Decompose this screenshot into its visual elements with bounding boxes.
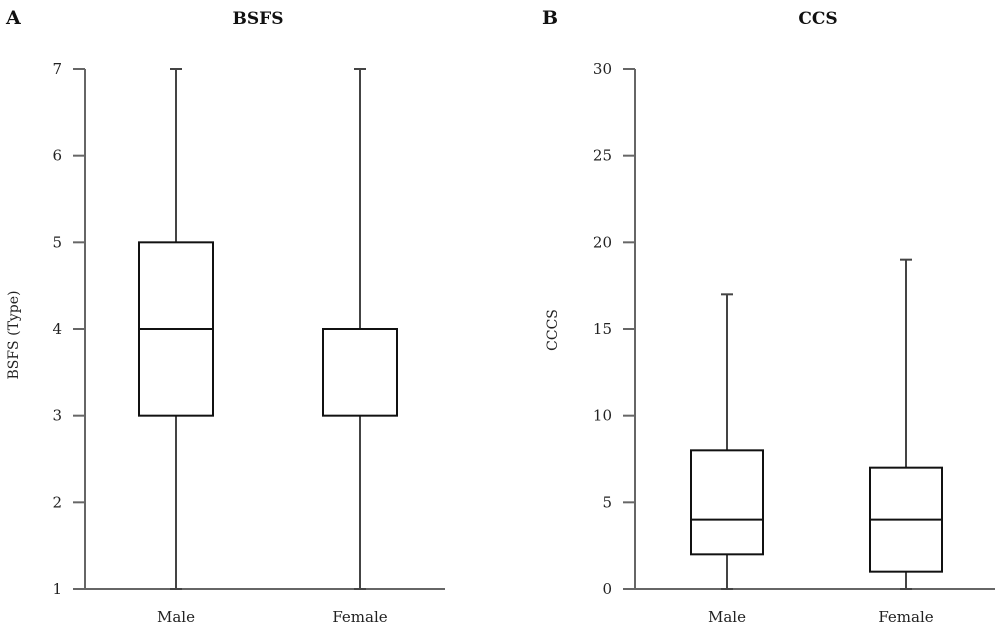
y-tick-label: 6 (52, 147, 62, 165)
plot-area-a: 1 2 3 4 5 6 7 Male Female (52, 60, 445, 626)
y-tick-label: 30 (593, 60, 612, 78)
panel-a: A BSFS BSFS (Type) 1 2 3 4 5 6 7 Male Female (5, 7, 445, 626)
category-label: Male (708, 608, 746, 626)
y-tick-label: 15 (593, 320, 612, 338)
y-tick-label: 5 (602, 493, 612, 511)
y-tick-label: 3 (52, 407, 62, 425)
category-label: Male (157, 608, 195, 626)
y-axis-title-a: BSFS (Type) (6, 290, 22, 379)
panel-b: B CCS CCCS 0 5 10 15 20 25 30 Male Female (542, 7, 995, 626)
y-tick-label: 2 (52, 493, 62, 511)
box-plot-male (690, 293, 764, 590)
panel-letter-a: A (5, 7, 21, 29)
y-axis-title-b: CCCS (545, 309, 561, 351)
box-plot-female (322, 68, 398, 590)
y-tick-label: 25 (593, 147, 612, 165)
box-plot-male (138, 68, 214, 590)
y-tick-label: 1 (52, 580, 62, 598)
y-tick-label: 4 (52, 320, 62, 338)
y-tick-label: 10 (593, 407, 612, 425)
plot-area-b: 0 5 10 15 20 25 30 Male Female (593, 60, 995, 626)
chart-title-a: BSFS (233, 9, 284, 29)
y-tick-label: 0 (602, 580, 612, 598)
category-label: Female (878, 608, 933, 626)
y-tick-label: 5 (52, 233, 62, 251)
category-label: Female (332, 608, 387, 626)
iqr-box (690, 449, 764, 556)
iqr-box (322, 328, 398, 417)
panel-letter-b: B (542, 7, 558, 29)
y-tick-label: 7 (52, 60, 62, 78)
box-plot-female (869, 258, 943, 590)
chart-title-b: CCS (798, 9, 837, 29)
y-tick-label: 20 (593, 233, 612, 251)
